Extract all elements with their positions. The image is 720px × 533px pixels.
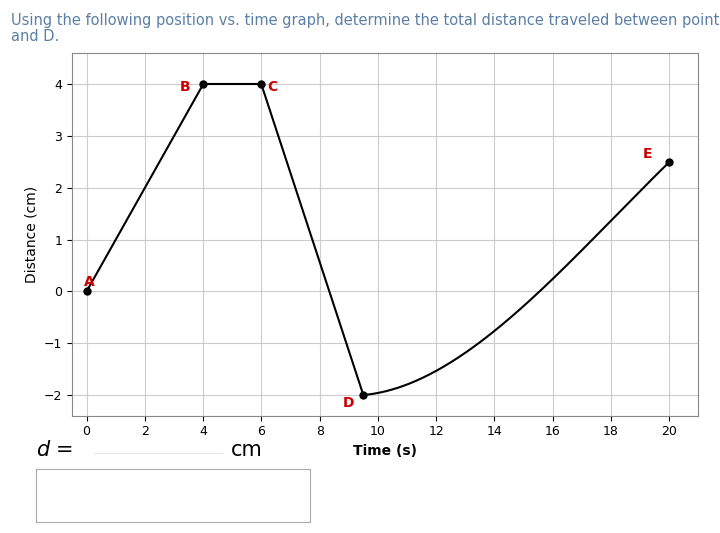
Text: $d$ =: $d$ =: [36, 440, 73, 460]
Text: D: D: [343, 396, 354, 410]
Text: and D.: and D.: [11, 29, 59, 44]
Text: C: C: [267, 80, 277, 94]
Text: cm: cm: [230, 440, 262, 460]
X-axis label: Time (s): Time (s): [354, 444, 417, 458]
Text: Using the following position vs. time graph, determine the total distance travel: Using the following position vs. time gr…: [11, 13, 720, 28]
Y-axis label: Distance (cm): Distance (cm): [24, 186, 38, 283]
Text: E: E: [643, 147, 652, 161]
Text: A: A: [84, 275, 94, 289]
Text: B: B: [180, 80, 190, 94]
